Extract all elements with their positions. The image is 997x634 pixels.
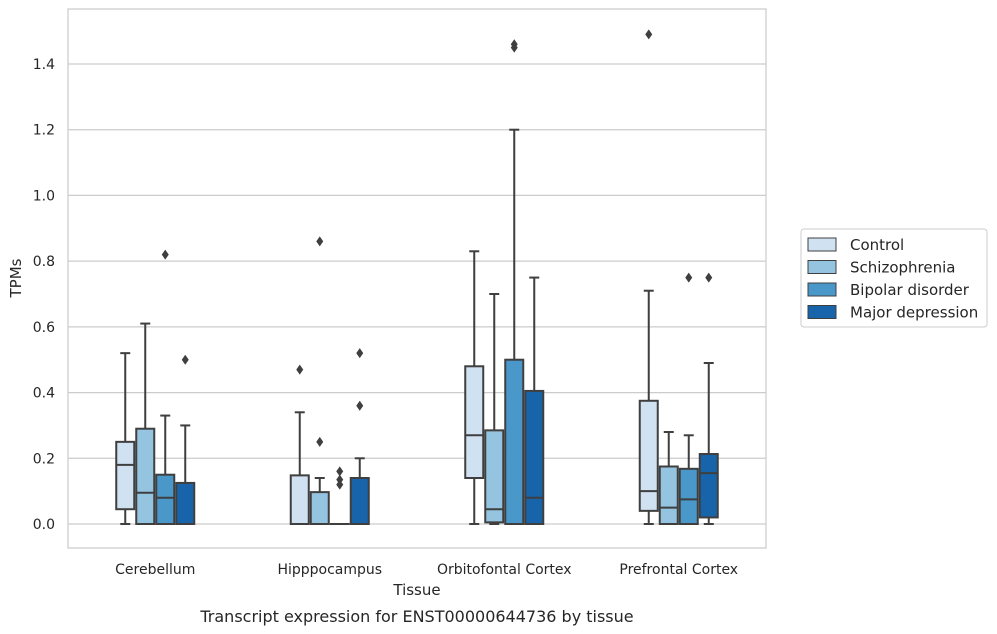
y-axis-label: TPMs — [7, 258, 25, 298]
x-axis-label: Tissue — [392, 581, 440, 599]
box-iqr — [309, 491, 330, 525]
y-tick-label: 1.4 — [33, 57, 55, 73]
x-tick-label: Hipppocampus — [277, 562, 382, 578]
outlier-point — [356, 400, 364, 411]
box-bipolar-disorder — [155, 249, 176, 526]
legend-label: Major depression — [850, 304, 978, 322]
legend-label: Control — [850, 236, 904, 254]
legend-label: Schizophrenia — [850, 259, 955, 277]
y-tick-label: 0.4 — [33, 386, 55, 402]
box-iqr — [484, 429, 505, 524]
box-control — [464, 250, 485, 525]
box-iqr — [464, 365, 485, 479]
y-tick-label: 0.0 — [33, 517, 55, 533]
box-bipolar-disorder — [329, 466, 350, 526]
box-iqr — [289, 474, 310, 525]
box-schizophrenia — [658, 431, 679, 525]
legend: Control Schizophrenia Bipolar disorder Majo… — [800, 228, 988, 328]
box-major-depression — [524, 276, 545, 525]
box-iqr — [678, 467, 699, 525]
legend-swatch — [807, 260, 837, 274]
box-control — [638, 29, 659, 525]
y-tick-labels: 0.0 0.2 0.4 0.6 0.8 1.0 1.2 1.4 — [33, 57, 55, 533]
box-bipolar-disorder — [504, 39, 525, 526]
box-schizophrenia — [309, 236, 330, 525]
outlier-point — [510, 39, 518, 50]
box-iqr — [638, 399, 659, 512]
x-tick-label: Prefrontal Cortex — [619, 562, 738, 578]
outlier-point — [336, 466, 344, 477]
outlier-point — [161, 249, 169, 260]
outlier-point — [356, 348, 364, 359]
box-schizophrenia — [484, 293, 505, 525]
box-iqr — [349, 477, 370, 525]
outlier-point — [685, 272, 693, 283]
box-iqr — [658, 465, 679, 525]
boxes-layer — [115, 29, 719, 526]
box-control — [289, 364, 310, 525]
outlier-point — [705, 272, 713, 283]
box-iqr — [698, 453, 719, 519]
box-iqr — [175, 481, 196, 525]
y-tick-label: 0.8 — [33, 254, 55, 270]
outlier-point — [316, 436, 324, 447]
box-iqr — [115, 440, 136, 511]
box-iqr — [504, 358, 525, 526]
outlier-point — [645, 29, 653, 40]
outlier-point — [336, 474, 344, 485]
x-tick-label: Cerebellum — [115, 562, 195, 578]
y-tick-label: 0.2 — [33, 451, 55, 467]
legend-frame — [800, 228, 988, 328]
legend-swatch — [807, 237, 837, 252]
box-major-depression — [175, 354, 196, 525]
outlier-point — [296, 364, 304, 375]
box-iqr — [135, 427, 156, 526]
box-iqr — [155, 473, 176, 526]
legend-swatch — [807, 305, 837, 319]
chart-caption: Transcript expression for ENST0000064473… — [199, 607, 633, 626]
box-schizophrenia — [135, 322, 156, 526]
outlier-point — [181, 354, 189, 365]
box-major-depression — [698, 272, 719, 525]
box-bipolar-disorder — [678, 272, 699, 525]
x-tick-labels: Cerebellum Hipppocampus Orbitofontal Corte… — [115, 562, 738, 578]
y-tick-label: 1.0 — [33, 188, 55, 204]
x-tick-label: Orbitofontal Cortex — [437, 562, 572, 578]
legend-label: Bipolar disorder — [850, 281, 970, 299]
box-control — [115, 352, 136, 525]
y-tick-label: 0.6 — [33, 320, 55, 336]
box-major-depression — [349, 348, 370, 525]
box-iqr — [524, 389, 545, 525]
outlier-point — [316, 236, 324, 247]
y-tick-label: 1.2 — [33, 123, 55, 139]
legend-swatch — [807, 282, 837, 297]
